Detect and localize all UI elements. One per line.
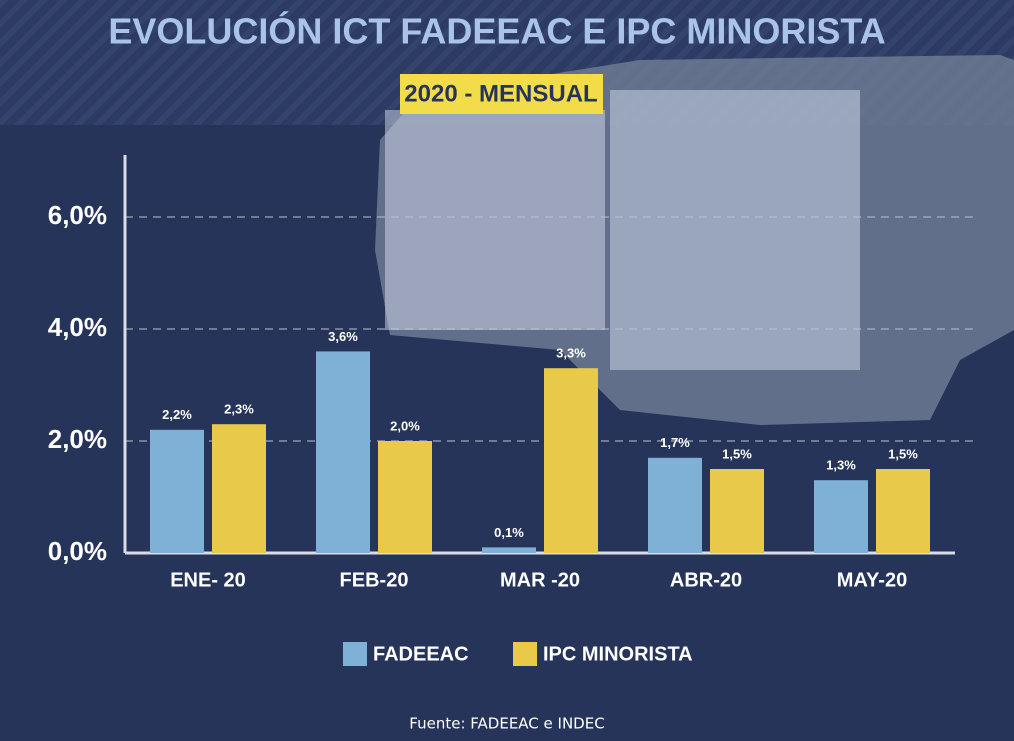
x-tick-label: MAY-20 [837, 569, 907, 591]
value-label: 3,6% [328, 329, 358, 344]
value-label: 2,3% [224, 402, 254, 417]
x-tick-label: FEB-20 [340, 569, 409, 591]
legend-label: IPC MINORISTA [543, 643, 693, 665]
value-label: 1,5% [722, 446, 752, 461]
y-tick-label: 4,0% [48, 312, 107, 342]
x-tick-label: MAR -20 [500, 569, 580, 591]
bar [482, 547, 536, 553]
bar [710, 469, 764, 553]
x-tick-label: ABR-20 [670, 569, 742, 591]
bar [316, 351, 370, 553]
bar [150, 429, 204, 553]
x-tick-label: ENE- 20 [170, 569, 246, 591]
value-label: 2,2% [162, 407, 192, 422]
value-label: 1,3% [826, 458, 856, 473]
value-label: 1,5% [888, 446, 918, 461]
subtitle: 2020 - MENSUAL [404, 80, 597, 107]
legend-label: FADEEAC [373, 643, 469, 665]
chart-title: EVOLUCIÓN ICT FADEEAC E IPC MINORISTA [108, 10, 885, 52]
bar [648, 457, 702, 553]
truck-photo [385, 110, 605, 330]
value-label: 3,3% [556, 346, 586, 361]
subtitle-box [400, 74, 603, 114]
legend-swatch [513, 642, 537, 666]
bar [544, 368, 598, 553]
bar [814, 480, 868, 553]
bar [876, 469, 930, 553]
bar [378, 441, 432, 553]
value-label: 2,0% [390, 418, 420, 433]
bar [212, 424, 266, 553]
source: Fuente: FADEEAC e INDEC [409, 715, 604, 733]
y-tick-label: 6,0% [48, 200, 107, 230]
y-tick-label: 2,0% [48, 424, 107, 454]
legend-swatch [343, 642, 367, 666]
y-tick-label: 0,0% [48, 536, 107, 566]
value-label: 0,1% [494, 525, 524, 540]
value-label: 1,7% [660, 435, 690, 450]
truck-photo [610, 90, 860, 370]
